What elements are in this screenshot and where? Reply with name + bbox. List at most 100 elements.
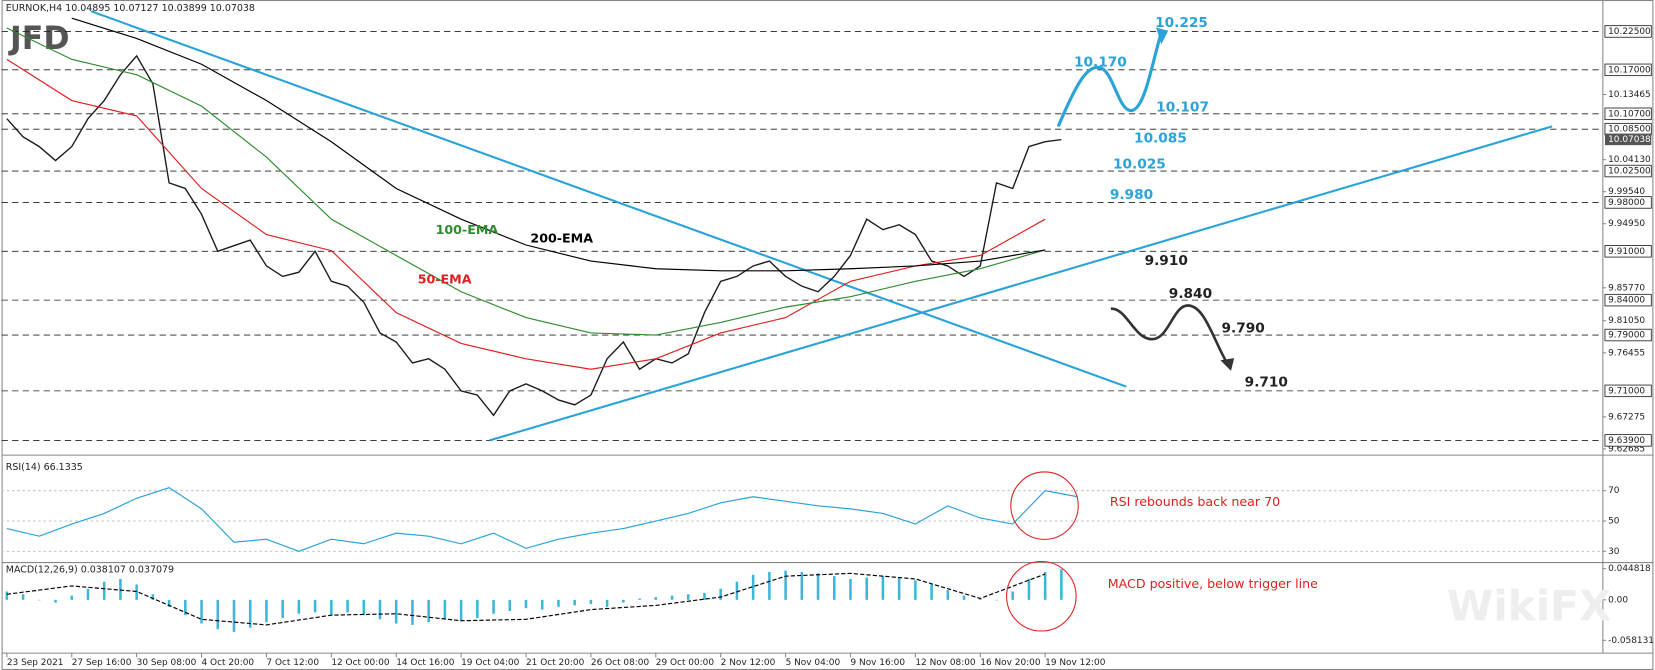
macd-bar (248, 599, 252, 628)
y-tick-label: 9.62685 (1608, 444, 1645, 454)
macd-bar (557, 599, 560, 607)
y-tick-label: 9.81050 (1608, 316, 1645, 326)
level-label: 9.79000 (1608, 331, 1645, 341)
macd-bar (508, 599, 512, 611)
symbol-header: EURNOK,H4 10.04895 10.07127 10.03899 10.… (6, 3, 255, 14)
level-label-box (1604, 434, 1652, 447)
level-label: 9.98000 (1608, 198, 1645, 208)
trendline (90, 10, 1127, 388)
level-label: 10.17000 (1608, 65, 1651, 75)
macd-bar (297, 599, 301, 614)
macd-bar (800, 571, 804, 600)
macd-bar (995, 599, 998, 601)
x-tick-label: 4 Oct 20:00 (202, 658, 255, 668)
macd-bar (281, 599, 284, 618)
trendline (489, 125, 1553, 442)
macd-bar (330, 599, 333, 616)
x-tick-label: 27 Sep 16:00 (72, 658, 132, 668)
macd-bar (265, 599, 268, 623)
level-label-box (1604, 25, 1652, 38)
macd-bar (216, 599, 220, 630)
scenario-label: 9.980 (1110, 187, 1153, 203)
macd-bar (151, 594, 155, 600)
macd-bar (930, 584, 933, 600)
macd-title: MACD(12,26,9) 0.038107 0.037079 (6, 564, 174, 575)
level-label: 9.91000 (1608, 247, 1645, 257)
level-label-box (1604, 384, 1652, 398)
macd-bar (411, 599, 414, 625)
rsi-highlight (1010, 471, 1079, 540)
price-line (6, 54, 1062, 417)
y-tick-label: 9.67275 (1608, 412, 1645, 422)
macd-bar (86, 588, 90, 600)
bullish-scenario-arrow (1056, 35, 1162, 128)
x-tick-label: 19 Oct 04:00 (461, 658, 520, 668)
macd-bar (589, 599, 593, 605)
watermark: WikiFX (1447, 581, 1612, 630)
level-label: 10.22500 (1608, 27, 1651, 37)
current-price-label: 10.07038 (1608, 135, 1651, 145)
scenario-label: 10.107 (1156, 99, 1209, 115)
level-label-box (1604, 293, 1652, 307)
macd-bar (670, 595, 674, 600)
x-tick-label: 26 Oct 08:00 (591, 658, 650, 668)
x-tick-label: 12 Oct 00:00 (331, 658, 390, 668)
y-tick-label: 10.04130 (1608, 155, 1651, 165)
macd-bar (200, 599, 203, 624)
scenario-label: 10.170 (1074, 54, 1127, 70)
macd-bar (768, 571, 771, 600)
macd-bar (427, 599, 430, 623)
macd-bar (102, 581, 106, 600)
x-tick-label: 21 Oct 20:00 (526, 658, 585, 668)
y-tick-label: 50 (1608, 517, 1620, 527)
level-label: 10.02500 (1608, 167, 1651, 177)
x-tick-label: 29 Oct 00:00 (656, 658, 715, 668)
y-tick-label: 0.00 (1608, 595, 1628, 605)
scenario-label: 9.790 (1221, 321, 1264, 337)
rsi-title: RSI(14) 66.1335 (6, 462, 83, 473)
macd-bar (378, 599, 382, 620)
macd-bar (1027, 578, 1031, 600)
macd-bar (362, 599, 366, 616)
macd-bar (914, 580, 917, 600)
scenario-label: 10.085 (1134, 131, 1187, 147)
macd-bar (849, 578, 852, 600)
arrow-head (1220, 358, 1235, 371)
macd-bar (135, 584, 138, 600)
level-label-box (1604, 164, 1652, 178)
y-tick-label: 9.76455 (1608, 348, 1645, 358)
macd-bar (979, 598, 982, 600)
macd-bar (167, 599, 171, 607)
y-tick-label: 9.85770 (1608, 283, 1645, 293)
ema-line (6, 58, 1046, 370)
level-label-box (1604, 107, 1652, 121)
x-tick-label: 7 Oct 12:00 (266, 658, 319, 668)
macd-bar (638, 598, 641, 600)
level-label: 9.63900 (1608, 436, 1645, 446)
current-price-box (1604, 133, 1652, 146)
macd-bar (962, 595, 966, 600)
macd-bar (70, 595, 74, 600)
x-tick-label: 5 Nov 04:00 (786, 658, 841, 668)
ema-line (6, 27, 1046, 336)
x-tick-label: 23 Sep 2021 (7, 658, 64, 668)
bearish-scenario-arrow (1110, 304, 1228, 364)
macd-bar (654, 597, 658, 600)
level-label: 9.84000 (1608, 296, 1645, 306)
macd-bar (459, 599, 463, 621)
y-tick-label: 9.99540 (1608, 187, 1645, 197)
macd-bar (524, 599, 528, 609)
macd-bar (54, 599, 57, 603)
level-label-box (1604, 196, 1652, 209)
macd-bar (816, 573, 820, 600)
ema-label: 200-EMA (530, 231, 593, 246)
macd-bar (686, 594, 690, 600)
macd-bar (346, 599, 349, 613)
macd-highlight (1006, 560, 1077, 632)
indicator-line (6, 487, 1078, 552)
macd-bar (443, 599, 447, 620)
macd-bar (735, 581, 739, 600)
ema-label: 100-EMA (436, 222, 499, 237)
macd-bar (184, 599, 187, 616)
